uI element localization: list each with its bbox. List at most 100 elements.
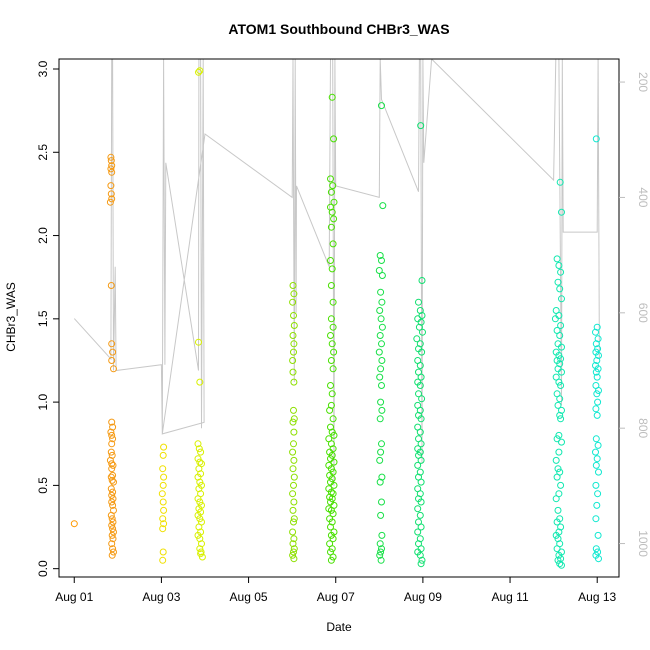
data-point <box>553 545 561 553</box>
data-point <box>555 448 563 456</box>
data-point <box>290 348 297 356</box>
data-point <box>195 465 203 473</box>
data-point <box>378 440 385 448</box>
data-point <box>417 440 425 448</box>
data-point <box>593 373 601 381</box>
data-point <box>378 257 385 264</box>
data-point <box>414 315 422 323</box>
data-point <box>556 178 564 186</box>
data-point <box>378 357 386 364</box>
x-tick-label: Aug 03 <box>142 590 180 604</box>
x-tick-label: Aug 05 <box>230 590 268 604</box>
data-point <box>554 465 562 473</box>
data-point <box>327 523 334 531</box>
data-point <box>289 448 297 456</box>
data-point <box>330 198 338 206</box>
data-point <box>592 368 600 376</box>
data-point <box>289 357 297 364</box>
data-point <box>108 498 116 506</box>
data-point <box>378 298 386 306</box>
data-point <box>194 511 202 519</box>
data-point <box>108 540 116 548</box>
data-point <box>377 365 385 373</box>
data-point <box>289 490 297 498</box>
data-point <box>290 498 298 506</box>
data-point <box>417 545 425 553</box>
data-point <box>289 465 297 473</box>
data-point <box>376 373 384 381</box>
data-point <box>329 365 337 373</box>
data-point <box>195 338 202 346</box>
data-point <box>376 551 384 559</box>
data-point <box>327 257 334 264</box>
data-point <box>109 495 117 503</box>
data-point <box>289 528 297 536</box>
data-point <box>327 282 335 289</box>
x-tick-label: Aug 11 <box>491 590 528 604</box>
data-point <box>417 415 425 423</box>
data-point <box>109 348 117 356</box>
data-point <box>595 468 602 476</box>
data-point <box>108 168 116 176</box>
data-point <box>413 335 421 343</box>
data-point <box>107 190 115 198</box>
x-tick-label: Aug 13 <box>578 590 616 604</box>
y-tick-label: 1.0 <box>36 393 50 410</box>
data-point <box>376 478 384 486</box>
data-point <box>329 553 337 561</box>
data-point <box>594 531 602 539</box>
y2-tick-label: 800 <box>636 418 650 438</box>
data-point <box>558 295 565 303</box>
data-point <box>417 456 425 464</box>
data-point <box>551 315 559 323</box>
data-point <box>328 518 336 526</box>
data-point <box>594 398 602 406</box>
data-point <box>195 485 203 493</box>
data-point <box>330 348 338 356</box>
data-point <box>108 476 116 484</box>
data-point <box>554 556 562 564</box>
data-point <box>108 340 116 348</box>
data-point <box>108 465 116 473</box>
data-point <box>418 277 426 284</box>
data-point <box>377 448 385 456</box>
x-tick-label: Aug 09 <box>404 590 442 604</box>
data-point <box>327 188 335 196</box>
data-point <box>159 481 167 489</box>
y-tick-label: 3.0 <box>36 60 50 77</box>
data-point <box>378 340 385 348</box>
data-point <box>378 406 386 414</box>
y-tick-label: 0.0 <box>36 560 50 577</box>
x-tick-label: Aug 01 <box>55 590 93 604</box>
data-point <box>558 208 565 216</box>
data-point <box>414 461 422 469</box>
data-point <box>417 523 425 531</box>
data-point <box>554 340 562 348</box>
data-point <box>415 390 422 398</box>
data-point <box>290 481 297 489</box>
data-point <box>557 355 565 363</box>
data-point <box>593 501 601 509</box>
data-point <box>290 473 298 481</box>
data-point <box>107 511 115 519</box>
data-point <box>108 357 116 364</box>
data-point <box>555 262 563 269</box>
data-point <box>197 550 205 558</box>
data-point <box>289 332 297 339</box>
y-tick-label: 2.5 <box>36 144 50 161</box>
data-point <box>377 315 385 323</box>
data-point <box>290 555 298 563</box>
y-tick-label: 1.5 <box>36 310 50 327</box>
data-point <box>556 332 564 339</box>
data-point <box>553 473 561 481</box>
data-point <box>417 122 425 130</box>
data-point <box>554 278 562 286</box>
data-point <box>290 406 297 414</box>
data-point <box>290 456 298 464</box>
data-point <box>556 560 564 568</box>
data-point <box>327 423 334 431</box>
data-point <box>109 471 117 479</box>
data-point <box>159 498 167 506</box>
data-point <box>196 498 204 506</box>
data-point <box>592 461 600 469</box>
